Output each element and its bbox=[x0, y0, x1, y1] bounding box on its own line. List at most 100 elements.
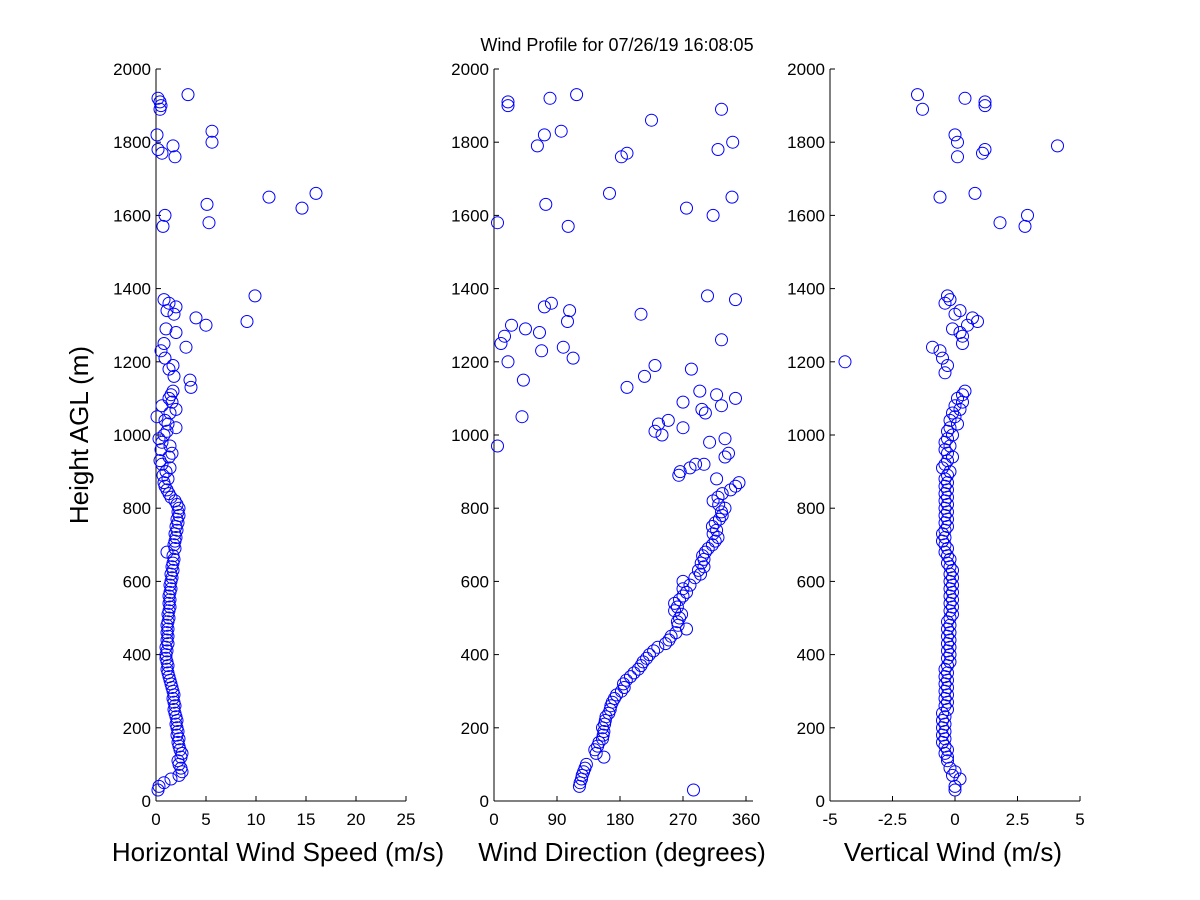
data-point bbox=[607, 692, 621, 705]
y-tick-label: 1000 bbox=[787, 426, 825, 445]
data-point bbox=[941, 289, 954, 303]
x-tick-label: 180 bbox=[606, 810, 634, 829]
x-axis-label: Horizontal Wind Speed (m/s) bbox=[112, 837, 444, 867]
data-point bbox=[150, 128, 164, 142]
x-tick-label: 5 bbox=[201, 810, 210, 829]
data-point bbox=[167, 369, 181, 383]
data-point bbox=[501, 99, 515, 113]
data-point bbox=[199, 318, 213, 332]
data-point bbox=[159, 651, 173, 665]
data-point bbox=[668, 596, 682, 610]
data-point bbox=[941, 681, 954, 694]
data-point bbox=[670, 600, 684, 614]
data-point bbox=[544, 296, 558, 310]
data-point bbox=[953, 326, 967, 339]
data-point bbox=[169, 402, 183, 416]
x-tick-label: 0 bbox=[151, 810, 160, 829]
x-tick-label: 360 bbox=[732, 810, 760, 829]
data-point bbox=[946, 428, 959, 442]
data-point bbox=[614, 684, 628, 698]
x-tick-label: 15 bbox=[297, 810, 316, 829]
data-point bbox=[926, 340, 939, 354]
data-point bbox=[642, 648, 656, 662]
x-tick-label: -5 bbox=[822, 810, 837, 829]
data-point bbox=[603, 186, 616, 200]
data-point bbox=[732, 476, 746, 490]
data-point bbox=[676, 589, 690, 603]
data-point bbox=[240, 315, 254, 328]
figure-title: Wind Profile for 07/26/19 16:08:05 bbox=[480, 35, 753, 55]
data-point bbox=[711, 531, 725, 544]
data-point bbox=[519, 322, 532, 336]
y-tick-label: 1600 bbox=[451, 206, 489, 225]
y-tick-label: 400 bbox=[123, 646, 151, 665]
direction-panel: 0 200 400 600 800 1000 1200 1400 1600 1800 2000 0 90… bbox=[451, 60, 766, 867]
data-point bbox=[698, 406, 712, 420]
data-point bbox=[152, 432, 166, 446]
data-point bbox=[676, 421, 690, 435]
data-point bbox=[953, 304, 967, 318]
data-point bbox=[968, 186, 982, 200]
data-point bbox=[951, 391, 964, 405]
data-point bbox=[978, 143, 992, 156]
data-point bbox=[933, 190, 947, 204]
data-point bbox=[936, 735, 949, 749]
x-tick-label: 10 bbox=[247, 810, 266, 829]
data-point bbox=[248, 289, 262, 303]
data-point bbox=[710, 388, 724, 402]
data-point bbox=[165, 395, 179, 409]
data-point bbox=[533, 326, 546, 339]
data-point bbox=[648, 424, 662, 438]
y-tick-label: 0 bbox=[480, 792, 489, 811]
data-point bbox=[556, 340, 570, 354]
data-point bbox=[156, 219, 170, 233]
data-point bbox=[561, 219, 575, 233]
data-point bbox=[697, 560, 711, 574]
data-point bbox=[953, 772, 967, 786]
data-point bbox=[179, 340, 193, 354]
data-point bbox=[156, 468, 170, 482]
x-tick-label: 25 bbox=[397, 810, 416, 829]
data-point bbox=[610, 688, 623, 702]
data-point bbox=[715, 333, 728, 347]
data-point bbox=[491, 216, 504, 230]
y-tick-label: 2000 bbox=[113, 60, 151, 79]
data-point bbox=[938, 717, 952, 731]
data-point bbox=[933, 344, 947, 358]
data-point bbox=[978, 99, 992, 113]
data-point bbox=[153, 454, 167, 468]
data-point bbox=[712, 512, 726, 526]
data-point bbox=[680, 201, 693, 215]
data-point bbox=[501, 355, 515, 369]
data-point bbox=[648, 359, 662, 372]
data-point bbox=[164, 388, 178, 402]
data-point bbox=[683, 578, 697, 592]
data-point bbox=[729, 391, 742, 405]
data-point bbox=[634, 307, 648, 321]
data-point bbox=[205, 135, 219, 149]
data-point bbox=[701, 289, 714, 303]
y-tick-label: 0 bbox=[142, 792, 151, 811]
data-point bbox=[710, 472, 724, 486]
y-tick-label: 1400 bbox=[451, 280, 489, 299]
data-point bbox=[158, 413, 172, 427]
data-point bbox=[570, 88, 584, 102]
data-point bbox=[530, 139, 544, 153]
y-tick-label: 1800 bbox=[787, 133, 825, 152]
data-point bbox=[1021, 208, 1034, 222]
data-point bbox=[941, 644, 954, 658]
data-point bbox=[168, 150, 182, 164]
data-point bbox=[956, 329, 969, 343]
data-point bbox=[946, 571, 959, 585]
data-point bbox=[993, 216, 1007, 230]
data-point bbox=[605, 695, 619, 709]
data-point bbox=[157, 293, 171, 307]
data-point bbox=[966, 311, 979, 325]
y-tick-label: 1200 bbox=[113, 353, 151, 372]
data-point bbox=[706, 494, 720, 508]
y-tick-label: 200 bbox=[461, 719, 489, 738]
data-point bbox=[703, 435, 717, 449]
x-axis-label: Vertical Wind (m/s) bbox=[844, 837, 1062, 867]
data-point bbox=[706, 527, 720, 541]
data-point bbox=[535, 344, 549, 358]
